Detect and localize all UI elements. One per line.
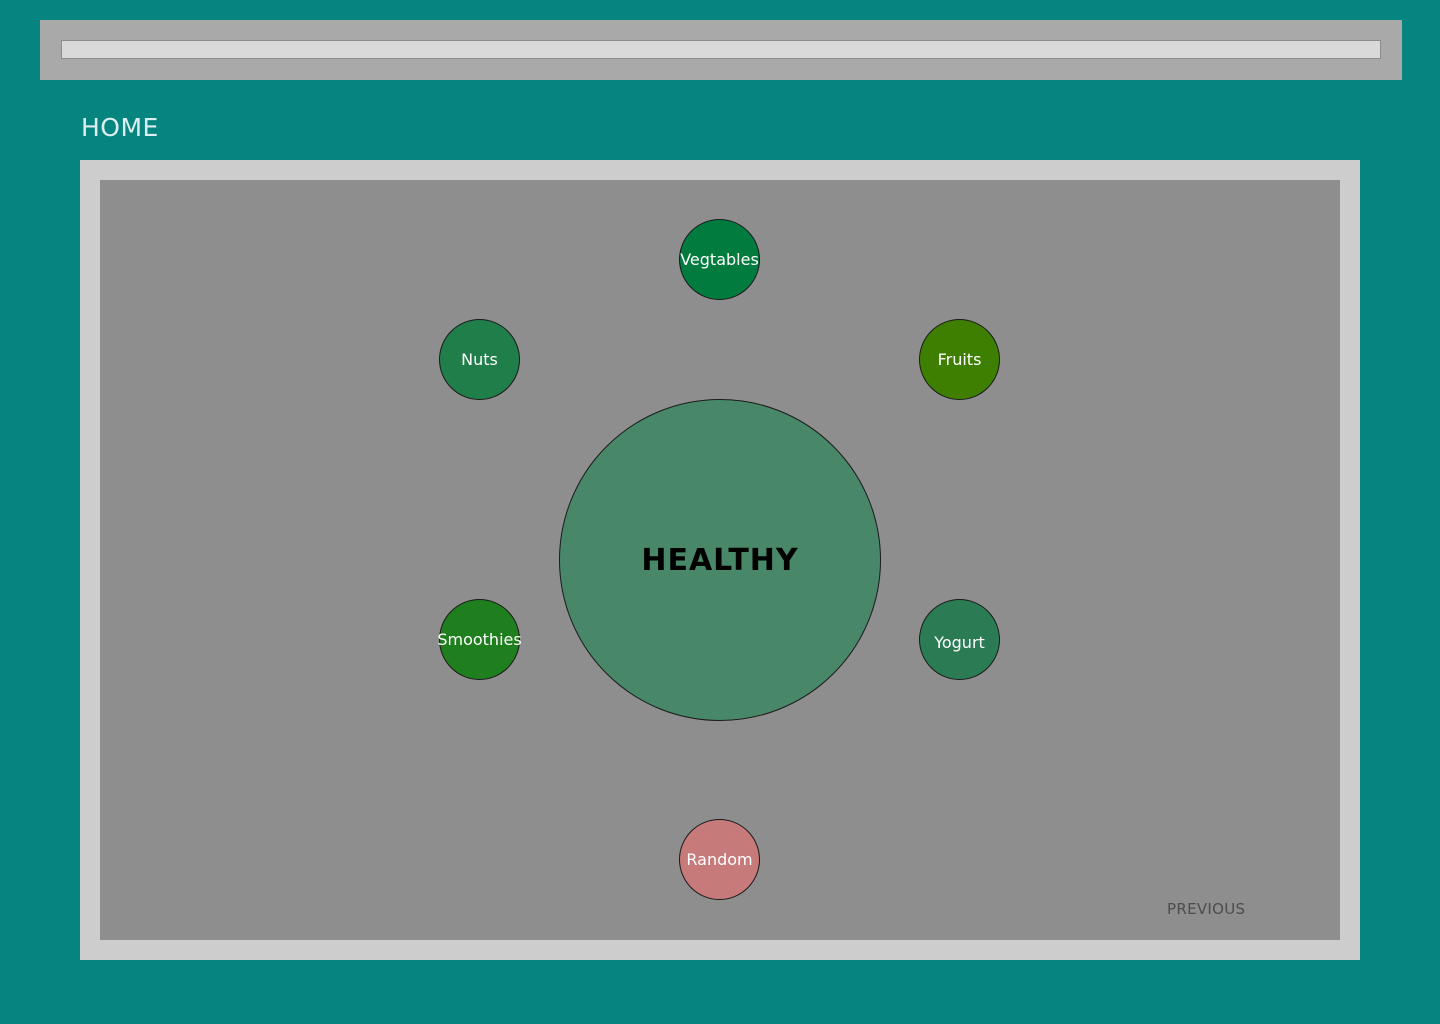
center-label: HEALTHY: [641, 542, 799, 578]
previous-link[interactable]: PREVIOUS: [1167, 900, 1246, 918]
page-title: HOME: [81, 113, 159, 142]
content-panel: Vegtables Nuts Fruits HEALTHY Smoothies …: [100, 180, 1340, 940]
content-frame: Vegtables Nuts Fruits HEALTHY Smoothies …: [80, 160, 1360, 960]
category-label: Yogurt: [934, 633, 985, 652]
category-label: Fruits: [937, 350, 982, 369]
address-input[interactable]: [61, 40, 1381, 59]
healthy-center-circle[interactable]: HEALTHY: [559, 399, 881, 721]
category-random-button[interactable]: Random: [679, 819, 760, 900]
category-label: Vegtables: [680, 250, 759, 269]
category-label: Random: [686, 850, 753, 869]
category-nuts-button[interactable]: Nuts: [439, 319, 520, 400]
category-fruits-button[interactable]: Fruits: [919, 319, 1000, 400]
top-bar: [40, 20, 1402, 80]
category-label: Smoothies: [437, 630, 522, 649]
category-smoothies-button[interactable]: Smoothies: [437, 599, 522, 680]
category-yogurt-button[interactable]: Yogurt: [919, 599, 1000, 680]
category-label: Nuts: [461, 350, 498, 369]
category-vegtables-button[interactable]: Vegtables: [679, 219, 760, 300]
